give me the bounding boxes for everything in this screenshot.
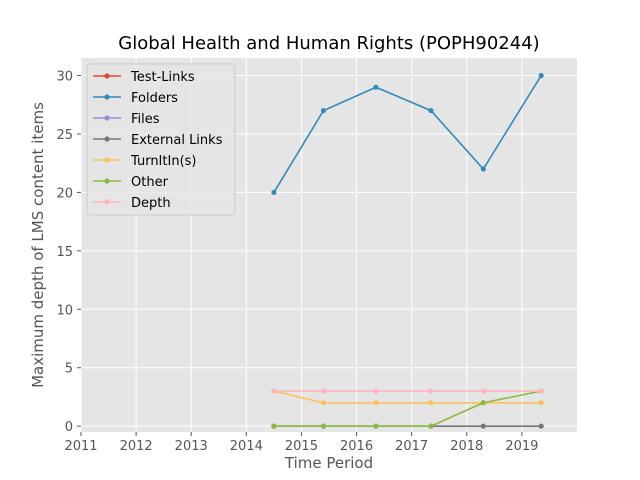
series-folders xyxy=(271,72,544,196)
legend-marker xyxy=(104,136,110,142)
legend-item-external-links: External Links xyxy=(93,133,223,148)
legend-item-folders: Folders xyxy=(93,91,178,106)
data-point-depth xyxy=(373,388,379,394)
legend-item-depth: Depth xyxy=(93,196,171,211)
legend: Test-Links Folders Files External Links Turn… xyxy=(86,63,236,216)
legend-marker xyxy=(104,178,110,184)
data-point-folders xyxy=(373,84,379,90)
legend-marker xyxy=(104,73,110,79)
legend-label: Other xyxy=(131,175,169,190)
series-line-folders xyxy=(273,75,542,193)
y-tick-label: 10 xyxy=(56,303,73,318)
y-tick-label: 15 xyxy=(56,245,73,260)
x-tick-label: 2019 xyxy=(505,439,538,454)
y-axis-label: Maximum depth of LMS content items xyxy=(29,102,47,388)
series-depth xyxy=(271,388,544,394)
x-tick-label: 2011 xyxy=(64,439,97,454)
data-point-depth xyxy=(428,388,434,394)
data-point-folders xyxy=(428,107,434,114)
x-tick-label: 2016 xyxy=(340,439,373,454)
y-tick-label: 20 xyxy=(56,186,73,201)
data-point-folders xyxy=(480,166,486,172)
legend-item-test-links: Test-Links xyxy=(93,70,195,85)
series-other xyxy=(271,388,544,429)
legend-label: Depth xyxy=(131,196,171,211)
x-tick-label: 2015 xyxy=(285,439,318,454)
legend-label: TurnItIn(s) xyxy=(130,154,196,169)
y-tick-label: 5 xyxy=(65,362,73,377)
series-line-turnitin-s xyxy=(273,390,542,404)
legend-marker xyxy=(104,157,110,163)
legend-marker xyxy=(104,115,110,121)
data-point-depth xyxy=(271,388,277,394)
legend-marker xyxy=(104,199,110,205)
data-point-folders xyxy=(271,189,277,196)
data-point-depth xyxy=(480,388,486,394)
legend-item-files: Files xyxy=(93,112,160,127)
x-axis-ticks: 2011 2012 2013 2014 2015 2016 2017 2018 2019 xyxy=(64,432,538,454)
y-tick-label: 0 xyxy=(65,420,73,435)
data-point-other xyxy=(373,423,379,429)
legend-box xyxy=(86,63,236,216)
x-tick-label: 2018 xyxy=(450,439,483,454)
data-point-external-links xyxy=(480,423,486,429)
x-tick-label: 2014 xyxy=(230,439,263,454)
chart-title: Global Health and Human Rights (POPH9024… xyxy=(118,33,539,54)
x-tick-label: 2017 xyxy=(395,439,428,454)
data-point-other xyxy=(271,423,277,429)
data-point-other xyxy=(320,423,327,429)
data-point-folders xyxy=(538,72,544,79)
legend-item-other: Other xyxy=(93,175,169,190)
y-tick-label: 30 xyxy=(56,70,73,85)
data-point-other xyxy=(428,423,434,429)
legend-label: Folders xyxy=(131,91,178,106)
y-axis-ticks: 0 5 10 15 20 25 30 xyxy=(56,70,81,435)
x-tick-label: 2013 xyxy=(175,439,208,454)
data-point-turnitin-s xyxy=(320,400,327,406)
data-point-external-links xyxy=(538,423,544,429)
data-point-turnitin-s xyxy=(428,400,434,406)
series-line-other xyxy=(273,390,542,427)
legend-item-turnitin-s: TurnItIn(s) xyxy=(93,154,196,169)
data-point-depth xyxy=(320,388,327,394)
x-tick-label: 2012 xyxy=(120,439,153,454)
legend-label: External Links xyxy=(131,133,223,148)
legend-marker xyxy=(104,94,110,100)
data-point-folders xyxy=(320,107,327,114)
data-point-other xyxy=(480,400,486,406)
data-point-turnitin-s xyxy=(538,400,544,406)
x-axis-label: Time Period xyxy=(284,454,373,472)
legend-label: Test-Links xyxy=(130,70,195,85)
series-layer xyxy=(271,72,544,429)
data-point-depth xyxy=(538,388,544,394)
y-tick-label: 25 xyxy=(56,128,73,143)
data-point-turnitin-s xyxy=(373,400,379,406)
legend-label: Files xyxy=(131,112,160,127)
